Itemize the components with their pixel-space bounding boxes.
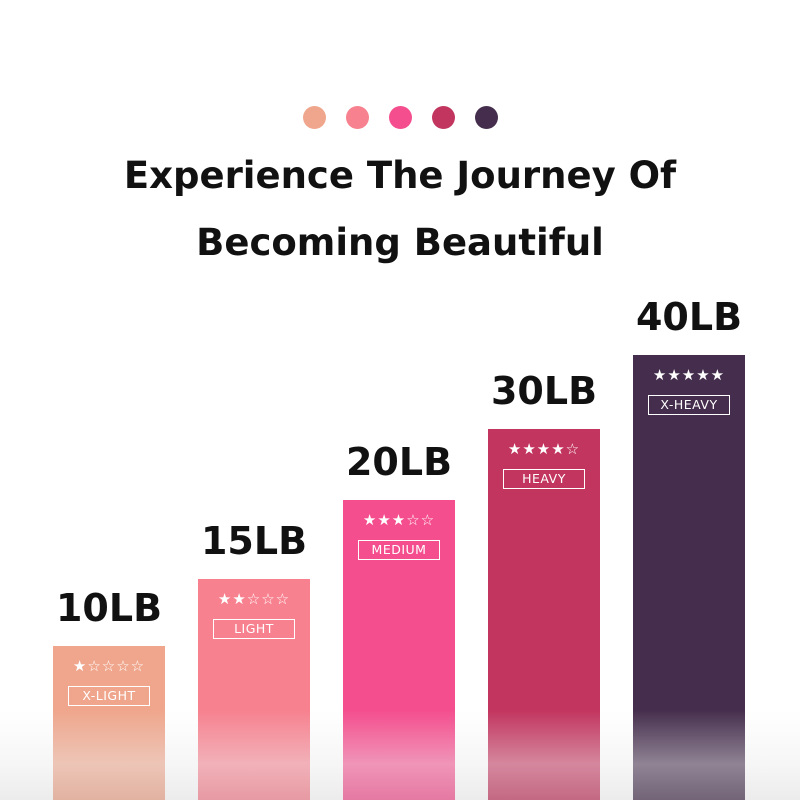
weight-label: 20LB bbox=[345, 440, 453, 484]
weight-label: 15LB bbox=[200, 519, 308, 563]
bar-15lb bbox=[198, 579, 310, 800]
color-dot bbox=[474, 106, 498, 129]
level-badge: X-LIGHT bbox=[68, 686, 150, 706]
bar-40lb bbox=[633, 355, 745, 800]
color-dots bbox=[0, 106, 800, 129]
star-rating: ★★★★★ bbox=[652, 366, 726, 384]
color-dot bbox=[302, 106, 326, 129]
star-rating: ★★★☆☆ bbox=[362, 511, 436, 529]
bar-30lb bbox=[488, 429, 600, 800]
level-badge: LIGHT bbox=[213, 619, 295, 639]
headline-line-2: Becoming Beautiful bbox=[196, 221, 604, 264]
weight-label: 10LB bbox=[55, 586, 163, 630]
bar-10lb bbox=[53, 646, 165, 800]
star-rating: ★★★★☆ bbox=[507, 440, 581, 458]
level-badge: HEAVY bbox=[503, 469, 585, 489]
bar-20lb bbox=[343, 500, 455, 800]
weight-label: 40LB bbox=[635, 295, 743, 339]
star-rating: ★★☆☆☆ bbox=[217, 590, 291, 608]
headline-line-1: Experience The Journey Of bbox=[123, 154, 677, 197]
level-badge: X-HEAVY bbox=[648, 395, 730, 415]
level-badge: MEDIUM bbox=[358, 540, 440, 560]
color-dot bbox=[431, 106, 455, 129]
color-dot bbox=[345, 106, 369, 129]
color-dot bbox=[388, 106, 412, 129]
star-rating: ★☆☆☆☆ bbox=[72, 657, 146, 675]
weight-label: 30LB bbox=[490, 369, 598, 413]
